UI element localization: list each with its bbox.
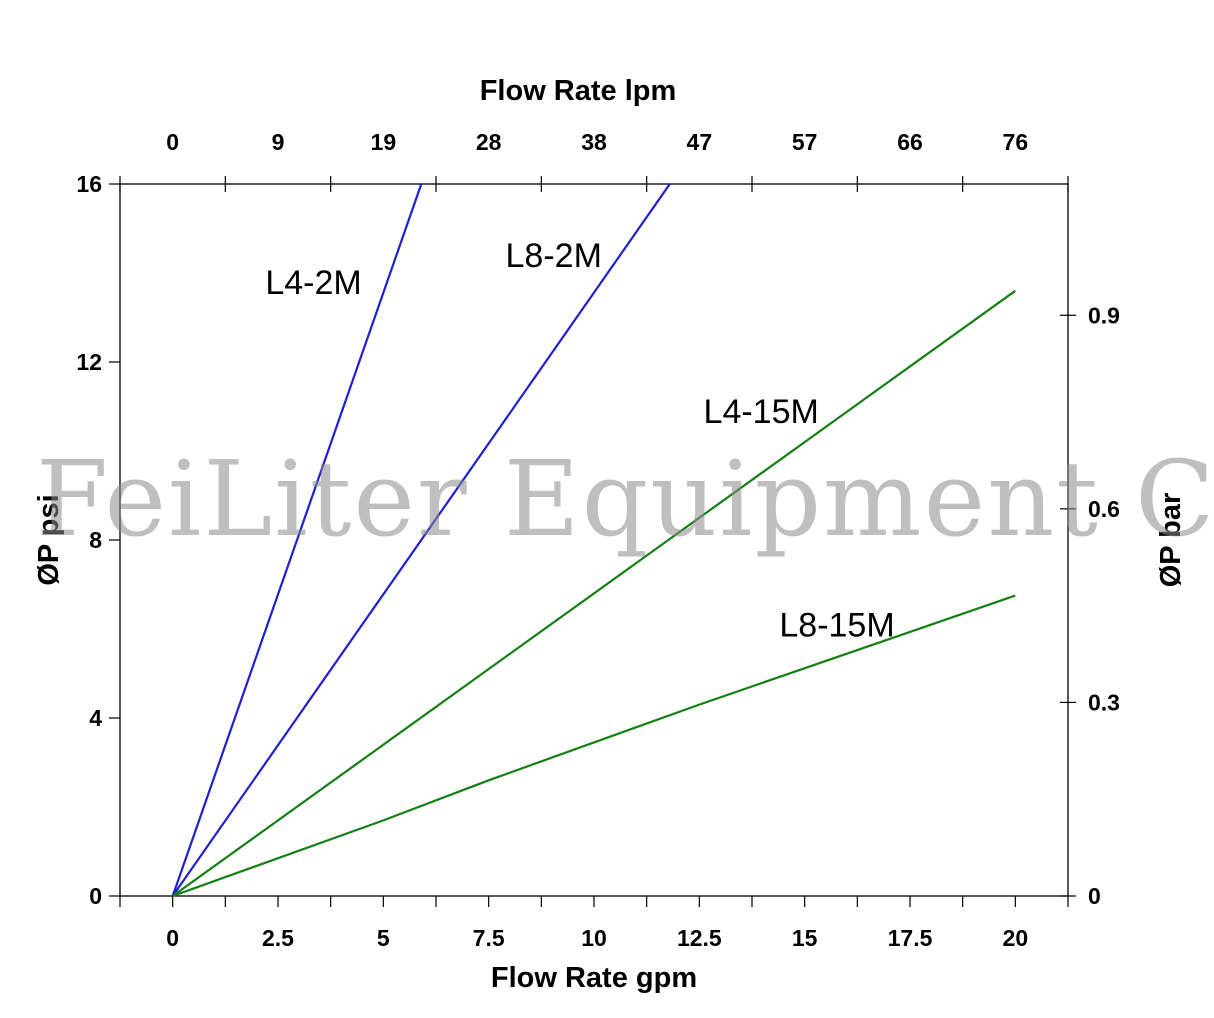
- x-tick-label: 20: [1003, 925, 1029, 951]
- series-label: L4-2M: [265, 264, 361, 302]
- x2-tick-label: 76: [1003, 129, 1029, 155]
- plot-area: [119, 183, 1069, 897]
- series-label: L8-2M: [506, 237, 602, 275]
- y-tick-label: 16: [76, 171, 102, 197]
- x-tick-label: 5: [377, 925, 390, 951]
- x-tick-label: 17.5: [888, 925, 933, 951]
- x2-tick-label: 19: [371, 129, 397, 155]
- series-lines: [171, 183, 1016, 898]
- x2-tick-label: 9: [272, 129, 285, 155]
- y2-tick-label: 0.3: [1088, 689, 1120, 715]
- x-tick-label: 15: [792, 925, 818, 951]
- x2-axis-title: Flow Rate lpm: [480, 75, 677, 107]
- y-axis-title: ØP psi: [33, 494, 65, 585]
- x2-tick-label: 57: [792, 129, 818, 155]
- x2-tick-label: 47: [687, 129, 713, 155]
- series-labels: L4-2M L8-2M L4-15M L8-15M: [265, 237, 894, 644]
- series-line-l8-2m: [171, 183, 671, 897]
- x-tick-label: 0: [166, 925, 179, 951]
- y-tick-label: 12: [76, 349, 102, 375]
- series-line-l8-15m: [172, 594, 1016, 898]
- series-line-l4-2m: [171, 183, 423, 897]
- axis-ticks: [109, 176, 1076, 907]
- x2-tick-label: 0: [166, 129, 179, 155]
- y-tick-label: 4: [89, 705, 102, 731]
- watermark: FeiLiter Equipment C: [36, 438, 1214, 560]
- x-tick-label: 12.5: [677, 925, 722, 951]
- series-label: L8-15M: [779, 607, 894, 645]
- x2-tick-label: 28: [476, 129, 502, 155]
- series-line-l4-15m: [172, 289, 1016, 897]
- y2-tick-label: 0.9: [1088, 302, 1120, 328]
- tick-labels: 0 2.5 5 7.5 10 12.5 15 17.5 20 0 9 19 28 38 47 57 66 76 0 4…: [76, 129, 1120, 951]
- y-tick-label: 8: [89, 527, 102, 553]
- y2-tick-label: 0: [1088, 883, 1101, 909]
- y-tick-label: 0: [89, 883, 102, 909]
- x2-tick-label: 66: [897, 129, 923, 155]
- x-axis-title: Flow Rate gpm: [491, 962, 697, 994]
- series-label: L4-15M: [704, 393, 819, 431]
- y2-tick-label: 0.6: [1088, 496, 1120, 522]
- x2-tick-label: 38: [581, 129, 607, 155]
- y2-axis-title: ØP bar: [1155, 493, 1187, 588]
- x-tick-label: 7.5: [473, 925, 505, 951]
- x-tick-label: 10: [581, 925, 607, 951]
- x-tick-label: 2.5: [262, 925, 294, 951]
